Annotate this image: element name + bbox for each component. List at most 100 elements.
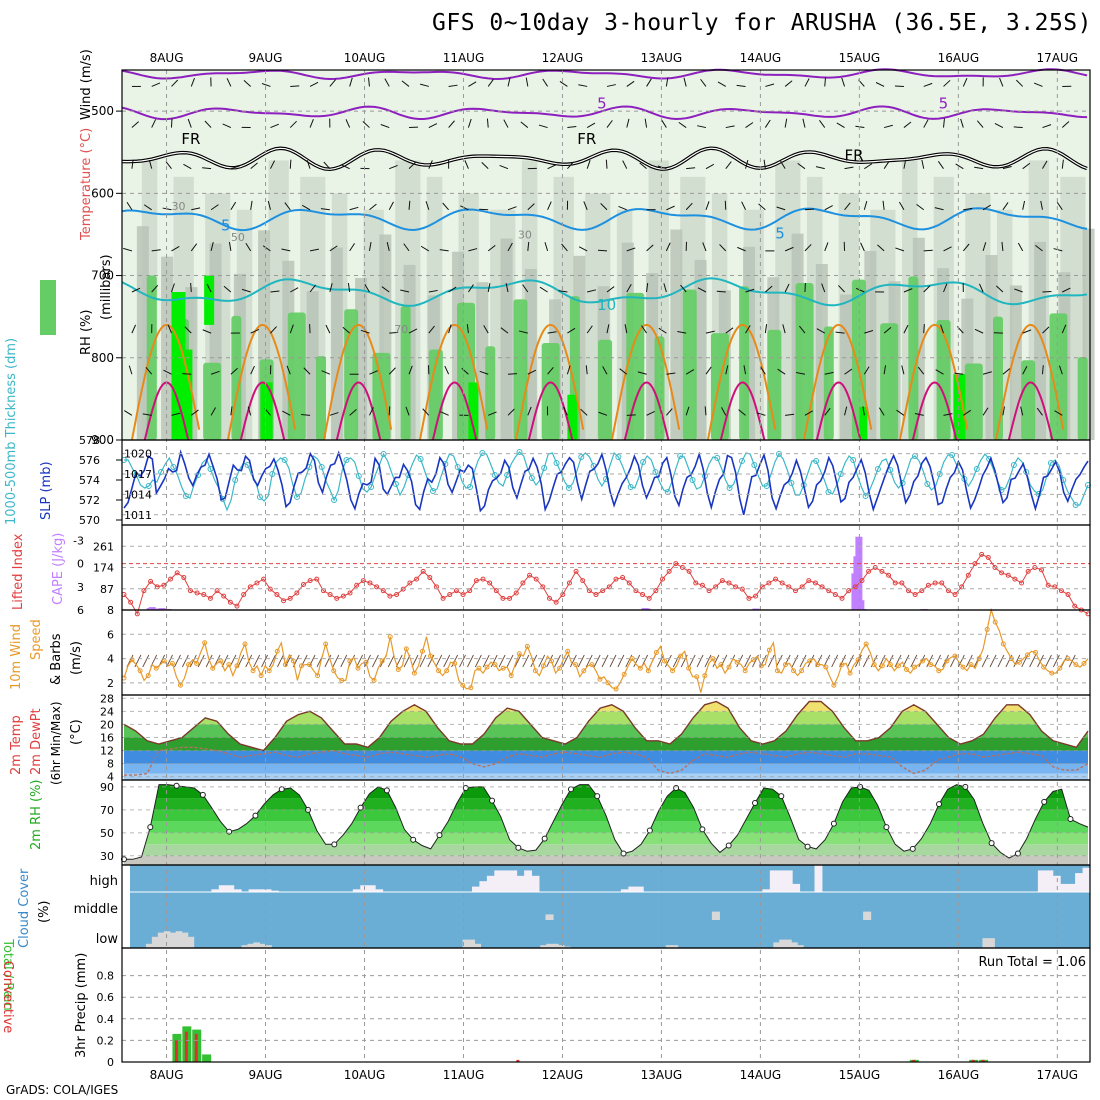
rh-point (725, 842, 732, 849)
rh-point (489, 797, 496, 804)
x-tick-bottom: 9AUG (249, 1068, 283, 1082)
rh-ylabel-group: 2m RH (%) (29, 779, 44, 850)
contour-orange (899, 324, 969, 441)
wind-barb (680, 284, 687, 293)
lifted-index-point (1072, 603, 1078, 609)
thick-tick-label: 574 (79, 474, 100, 487)
rh-point (620, 850, 627, 857)
lifted-index-point (407, 580, 413, 586)
lifted-index-point (959, 584, 965, 590)
rh-band-green (372, 352, 391, 440)
wind-barb (184, 326, 192, 334)
wind-barb (716, 290, 726, 293)
wind-barb (1002, 406, 1005, 416)
wind-barb (182, 373, 192, 375)
wind-speed-point (266, 668, 272, 674)
lifted-index-point (773, 576, 779, 582)
wind-barb (171, 79, 179, 87)
wind-barb-10m (633, 654, 641, 668)
temp-tick-label: 28 (100, 692, 114, 705)
wind-barb (700, 78, 707, 87)
wind-barb (1022, 162, 1031, 170)
wind-barb (289, 159, 292, 169)
ylabel-wind: Wind (m/s) (79, 49, 94, 120)
rh-band (123, 844, 1089, 856)
wind-barb (284, 202, 291, 211)
dewpt-line (124, 746, 1089, 776)
wind-tick-label: 4 (107, 653, 114, 666)
wind-barb (963, 207, 973, 211)
cloud-bar-high (211, 889, 220, 892)
wind-barb (320, 208, 330, 211)
contour-magenta (239, 381, 286, 441)
cloud-bar-low (671, 945, 679, 948)
wind-barb (439, 249, 449, 252)
wind-barb (558, 290, 568, 293)
wind-barb-10m (601, 654, 609, 668)
lifted-index-point (453, 588, 459, 594)
lifted-index-point (726, 580, 732, 586)
wind-barb (171, 283, 175, 293)
lifted-index-point (500, 595, 506, 601)
rh-band-green (908, 276, 919, 440)
wind-barb (764, 324, 768, 334)
thickness-point (294, 494, 301, 500)
wind-barb (223, 285, 232, 293)
wind-barb (637, 371, 647, 375)
wind-barb (863, 366, 870, 375)
temp-tick-label: 4 (107, 771, 114, 784)
wind-speed-point (799, 668, 805, 674)
contour-label: FR (845, 146, 864, 164)
cloud-bar-low (175, 931, 183, 948)
thickness-point (182, 493, 189, 499)
x-tick-bottom: 8AUG (150, 1068, 184, 1082)
wind-barb (567, 327, 576, 334)
wind-barb (955, 163, 964, 170)
thickness-point (516, 449, 523, 455)
lifted-index-point (1065, 592, 1071, 598)
lifted-index-point (367, 580, 373, 586)
wind-speed-point (1073, 662, 1079, 668)
cloud-bar-high (769, 870, 778, 892)
wind-barb (468, 248, 478, 252)
lifted-index-point (254, 580, 260, 586)
wind-barb (745, 122, 754, 128)
wind-barb (460, 205, 469, 211)
lifted-index-point (832, 592, 838, 598)
contour-label: 30 (171, 200, 185, 213)
wind-speed-point (807, 658, 813, 664)
wind-barb (1001, 241, 1004, 251)
run-total: Run Total = 1.06 (978, 955, 1086, 970)
wind-barb (151, 249, 161, 252)
wind-barb (290, 85, 300, 87)
rh-band-dark (524, 268, 537, 440)
wind-barb (483, 325, 489, 334)
x-tick-top: 10AUG (344, 51, 386, 65)
lifted-index-point (261, 576, 267, 582)
wind-barb (962, 243, 970, 252)
wind-barb (369, 370, 378, 375)
cloud-bar-low (982, 938, 989, 948)
wind-speed-point (1057, 665, 1063, 671)
wind-barb (148, 159, 153, 169)
wind-barb (190, 282, 192, 293)
wind-barb (665, 77, 669, 87)
cloud-bar-low (773, 942, 780, 948)
wind-speed-point (686, 665, 692, 671)
ylabel-wind-unit: (m/s) (69, 641, 84, 675)
wind-barb-10m (174, 654, 181, 668)
wind-barb (678, 121, 687, 128)
cloud-bar-low (253, 942, 260, 948)
lifted-index-point (440, 595, 446, 601)
wind-barb (1062, 287, 1071, 293)
cloud-bar-low (540, 945, 547, 948)
wind-barb (587, 289, 597, 293)
lifted-index-point (1038, 567, 1044, 573)
wind-barb (563, 406, 568, 416)
wind-barb (702, 242, 707, 252)
cloud-bar-high (263, 889, 272, 892)
rh-point (1041, 798, 1048, 805)
wind-barb (799, 325, 806, 334)
cloud-bar-high (226, 885, 235, 892)
wind-barb (518, 330, 528, 334)
